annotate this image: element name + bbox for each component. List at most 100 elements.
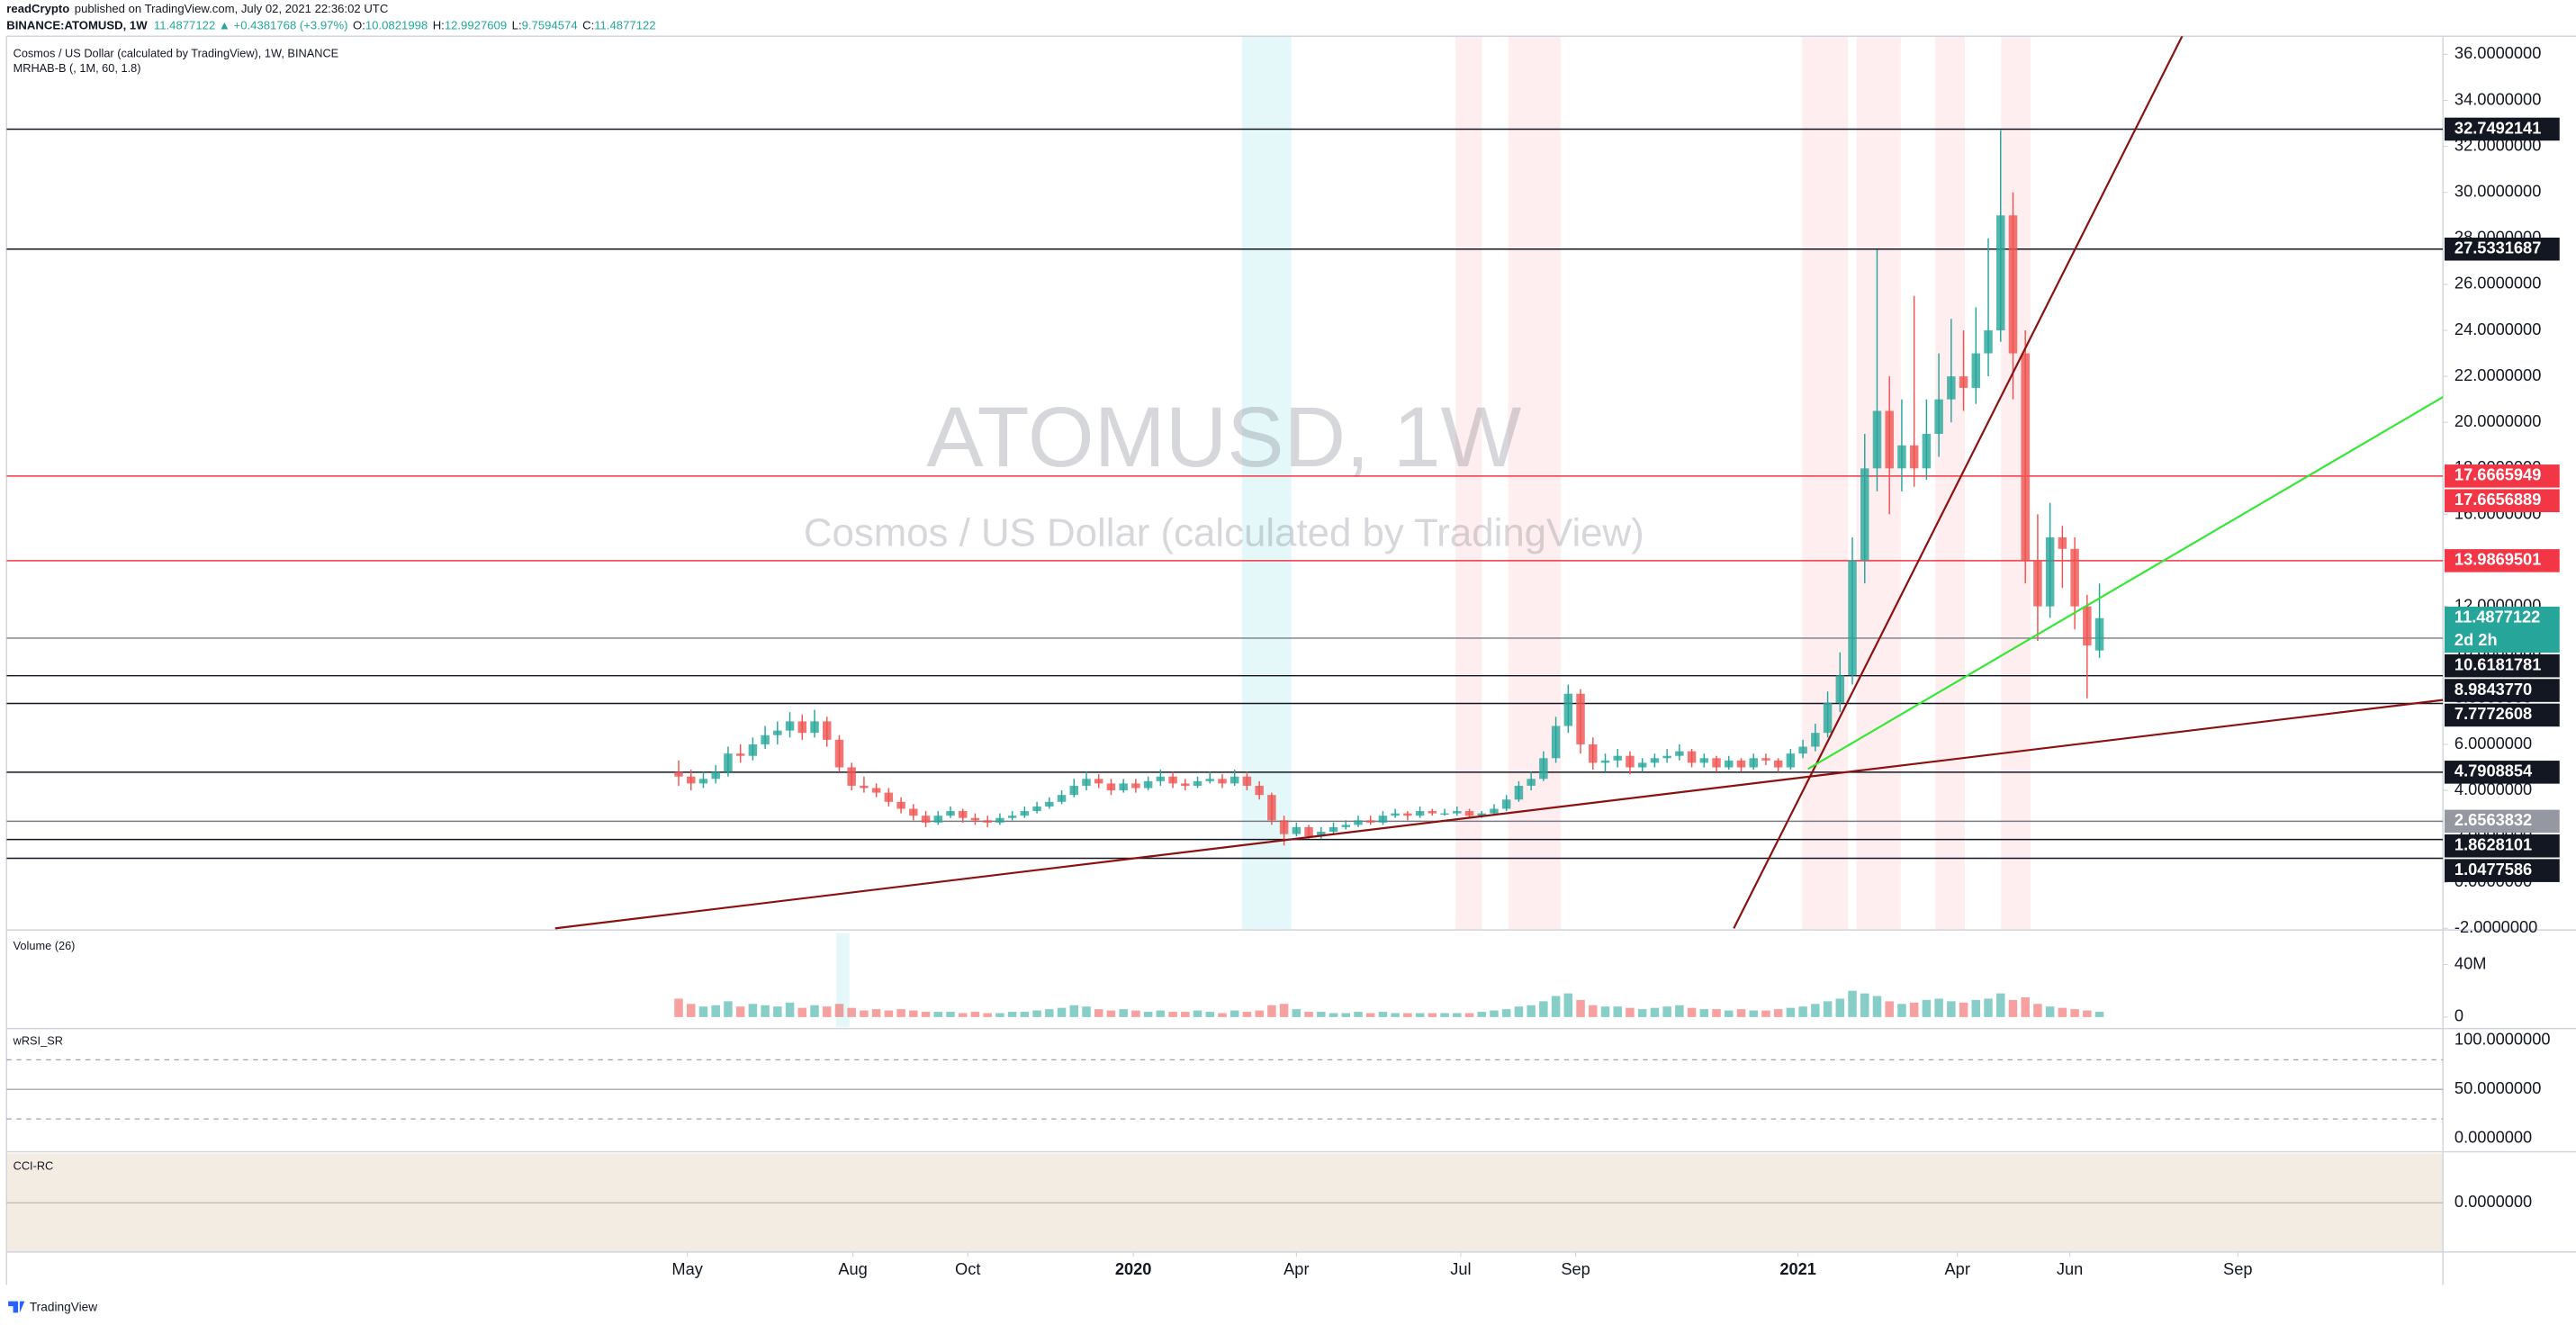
- candle-body: [1551, 726, 1561, 759]
- candle-body: [2021, 353, 2030, 561]
- volume-bar: [1477, 1012, 1486, 1017]
- price-label-box: [2444, 489, 2560, 513]
- candle-body: [1094, 779, 1103, 784]
- candle-body: [1365, 820, 1375, 823]
- price-label-box: [2444, 809, 2560, 834]
- volume-bar: [1687, 1007, 1697, 1017]
- volume-bar: [946, 1012, 955, 1017]
- x-tick-label: 2021: [1779, 1259, 1816, 1278]
- volume-bar: [2058, 1007, 2067, 1017]
- volume-bar: [921, 1012, 931, 1017]
- candle-body: [1020, 811, 1030, 816]
- price-label: 32.7492141: [2454, 118, 2541, 137]
- volume-bar: [1354, 1012, 1363, 1017]
- volume-bar: [2070, 1009, 2079, 1017]
- volume-bar: [1613, 1006, 1622, 1017]
- candle-body: [1205, 779, 1215, 781]
- candle-body: [847, 767, 856, 786]
- price-label: 1.8628101: [2454, 835, 2532, 854]
- volume-bar: [1365, 1013, 1375, 1017]
- price-label: 8.9843770: [2454, 680, 2532, 699]
- trend-line: [1733, 36, 2184, 929]
- x-tick-label: Aug: [838, 1259, 867, 1278]
- candle-body: [1749, 758, 1758, 768]
- volume-bar: [1551, 996, 1561, 1017]
- candle-body: [1477, 813, 1486, 816]
- volume-bar: [1539, 1001, 1548, 1017]
- candle-body: [748, 744, 758, 756]
- logo: [8, 1301, 25, 1313]
- candle-body: [1897, 445, 1906, 469]
- volume-bar: [1193, 1010, 1202, 1017]
- volume-bar: [1490, 1010, 1499, 1017]
- volume-bar: [909, 1010, 918, 1017]
- highlight-band: [836, 933, 850, 1027]
- volume-bar: [1292, 1009, 1302, 1017]
- volume-bar: [1909, 1002, 1919, 1017]
- candle-body: [761, 735, 770, 744]
- price-label-box: [2444, 606, 2560, 653]
- candle-body: [1725, 760, 1734, 768]
- candle-body: [711, 771, 720, 780]
- volume-bar: [1773, 1009, 1783, 1017]
- volume-bar: [1699, 1009, 1709, 1017]
- candle-body: [1255, 785, 1264, 796]
- candle-body: [1736, 760, 1746, 768]
- candle-body: [1984, 330, 1993, 354]
- volume-title: Volume (26): [14, 939, 76, 952]
- candle-body: [1662, 755, 1671, 759]
- volume-bar: [1835, 998, 1845, 1017]
- candle-body: [1650, 758, 1660, 763]
- volume-bar: [2008, 999, 2018, 1017]
- price-label: 1.0477586: [2454, 860, 2532, 879]
- field-value: 12.9927609: [445, 19, 507, 32]
- volume-bar: [1798, 1006, 1807, 1017]
- candle-body: [1563, 693, 1573, 726]
- change: +0.4381768 (+3.97%): [234, 19, 348, 32]
- volume-bar: [1267, 1005, 1276, 1017]
- footer-text: TradingView: [30, 1301, 97, 1314]
- highlight-band: [1802, 36, 1849, 931]
- price-label: 17.6665949: [2454, 465, 2541, 484]
- volume-bar: [1712, 1009, 1721, 1017]
- candle-body: [1600, 760, 1610, 763]
- volume-bar: [1984, 998, 1993, 1017]
- candle-body: [810, 721, 819, 734]
- candle-body: [946, 811, 955, 816]
- volume-bar: [2083, 1010, 2092, 1017]
- candle-body: [1329, 826, 1338, 833]
- volume-bar: [1453, 1013, 1462, 1017]
- volume-bar: [1205, 1012, 1215, 1017]
- volume-bar: [1341, 1013, 1350, 1017]
- trend-line: [1807, 396, 2444, 771]
- candle-body: [1773, 760, 1783, 768]
- watermark: ATOMUSD, 1W: [926, 390, 1521, 485]
- volume-bar: [1650, 1007, 1660, 1017]
- candle-body: [884, 792, 894, 802]
- volume-bar: [1576, 999, 1585, 1017]
- volume-bar: [2021, 996, 2030, 1017]
- candle-body: [1279, 820, 1289, 834]
- highlight-band: [1455, 36, 1482, 931]
- volume-bar: [797, 1007, 807, 1017]
- candle-body: [1835, 675, 1845, 703]
- candle-body: [1106, 783, 1116, 791]
- x-tick-label: Sep: [2223, 1259, 2252, 1278]
- volume-bar: [1143, 1012, 1153, 1017]
- highlight-bands: [836, 36, 2031, 1027]
- price-label-box: [2444, 859, 2560, 882]
- volume-bar: [1218, 1013, 1227, 1017]
- candle-body: [1823, 702, 1833, 734]
- y-tick-label: 0.0000000: [2454, 1128, 2532, 1147]
- volume-bar: [1527, 1005, 1536, 1017]
- candle-body: [896, 801, 905, 809]
- candle-body: [1242, 776, 1252, 786]
- candle-body: [2033, 560, 2042, 607]
- price-label-box: [2444, 679, 2560, 702]
- volume-bar: [748, 1004, 758, 1017]
- price-label: 13.9869501: [2454, 550, 2541, 569]
- volume-bar: [1675, 1005, 1684, 1017]
- candle-body: [1391, 813, 1400, 816]
